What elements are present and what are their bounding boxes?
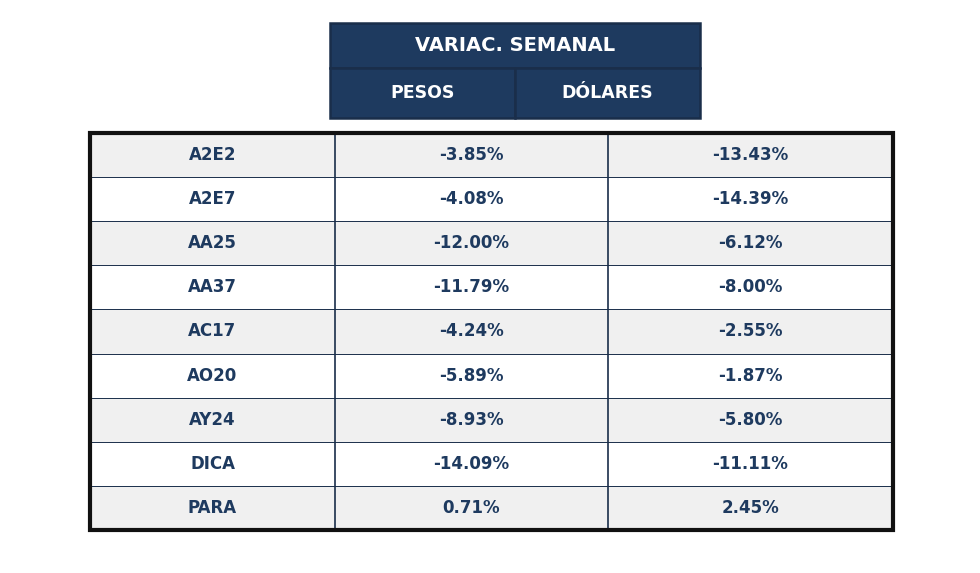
Bar	[90, 354, 893, 398]
Bar	[330, 68, 515, 118]
Bar	[330, 23, 700, 68]
Text: -6.12%: -6.12%	[718, 234, 783, 252]
Bar	[90, 265, 893, 309]
Text: -8.93%: -8.93%	[439, 411, 504, 429]
Text: AA37: AA37	[188, 278, 237, 296]
Bar	[90, 442, 893, 486]
Text: -12.00%: -12.00%	[433, 234, 510, 252]
Bar	[90, 221, 893, 265]
Text: A2E7: A2E7	[189, 190, 236, 208]
Text: -11.11%: -11.11%	[712, 455, 789, 473]
Text: -5.89%: -5.89%	[439, 367, 504, 384]
Text: -14.39%: -14.39%	[712, 190, 789, 208]
Text: 0.71%: 0.71%	[443, 499, 501, 517]
Text: -5.80%: -5.80%	[718, 411, 783, 429]
Text: AA25: AA25	[188, 234, 237, 252]
Bar	[90, 309, 893, 354]
Text: DÓLARES: DÓLARES	[562, 84, 654, 102]
Text: VARIAC. SEMANAL: VARIAC. SEMANAL	[415, 36, 615, 55]
Text: AO20: AO20	[187, 367, 237, 384]
Text: A2E2: A2E2	[189, 146, 236, 164]
Text: -8.00%: -8.00%	[718, 278, 783, 296]
Bar	[515, 68, 700, 118]
Bar	[90, 177, 893, 221]
Text: PESOS: PESOS	[390, 84, 455, 102]
Text: 2.45%: 2.45%	[721, 499, 779, 517]
Text: -14.09%: -14.09%	[433, 455, 510, 473]
Bar	[90, 133, 893, 530]
Bar	[90, 398, 893, 442]
Bar	[90, 133, 893, 177]
Text: -13.43%: -13.43%	[712, 146, 789, 164]
Text: -11.79%: -11.79%	[433, 278, 510, 296]
Text: AY24: AY24	[189, 411, 236, 429]
Text: -1.87%: -1.87%	[718, 367, 783, 384]
Bar	[90, 486, 893, 530]
Text: -2.55%: -2.55%	[718, 323, 783, 340]
Text: -4.08%: -4.08%	[439, 190, 504, 208]
Text: PARA: PARA	[188, 499, 237, 517]
Text: -3.85%: -3.85%	[439, 146, 504, 164]
Text: -4.24%: -4.24%	[439, 323, 504, 340]
Text: AC17: AC17	[188, 323, 236, 340]
Text: DICA: DICA	[190, 455, 235, 473]
